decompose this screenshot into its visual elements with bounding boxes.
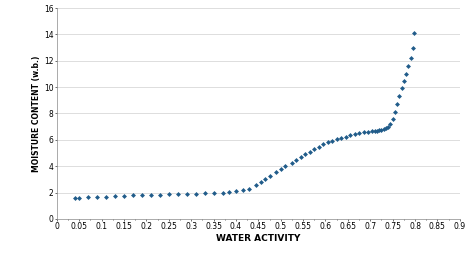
- Y-axis label: MOISTURE CONTENT (w.b.): MOISTURE CONTENT (w.b.): [32, 55, 41, 172]
- X-axis label: WATER ACTIVITY: WATER ACTIVITY: [216, 234, 301, 243]
